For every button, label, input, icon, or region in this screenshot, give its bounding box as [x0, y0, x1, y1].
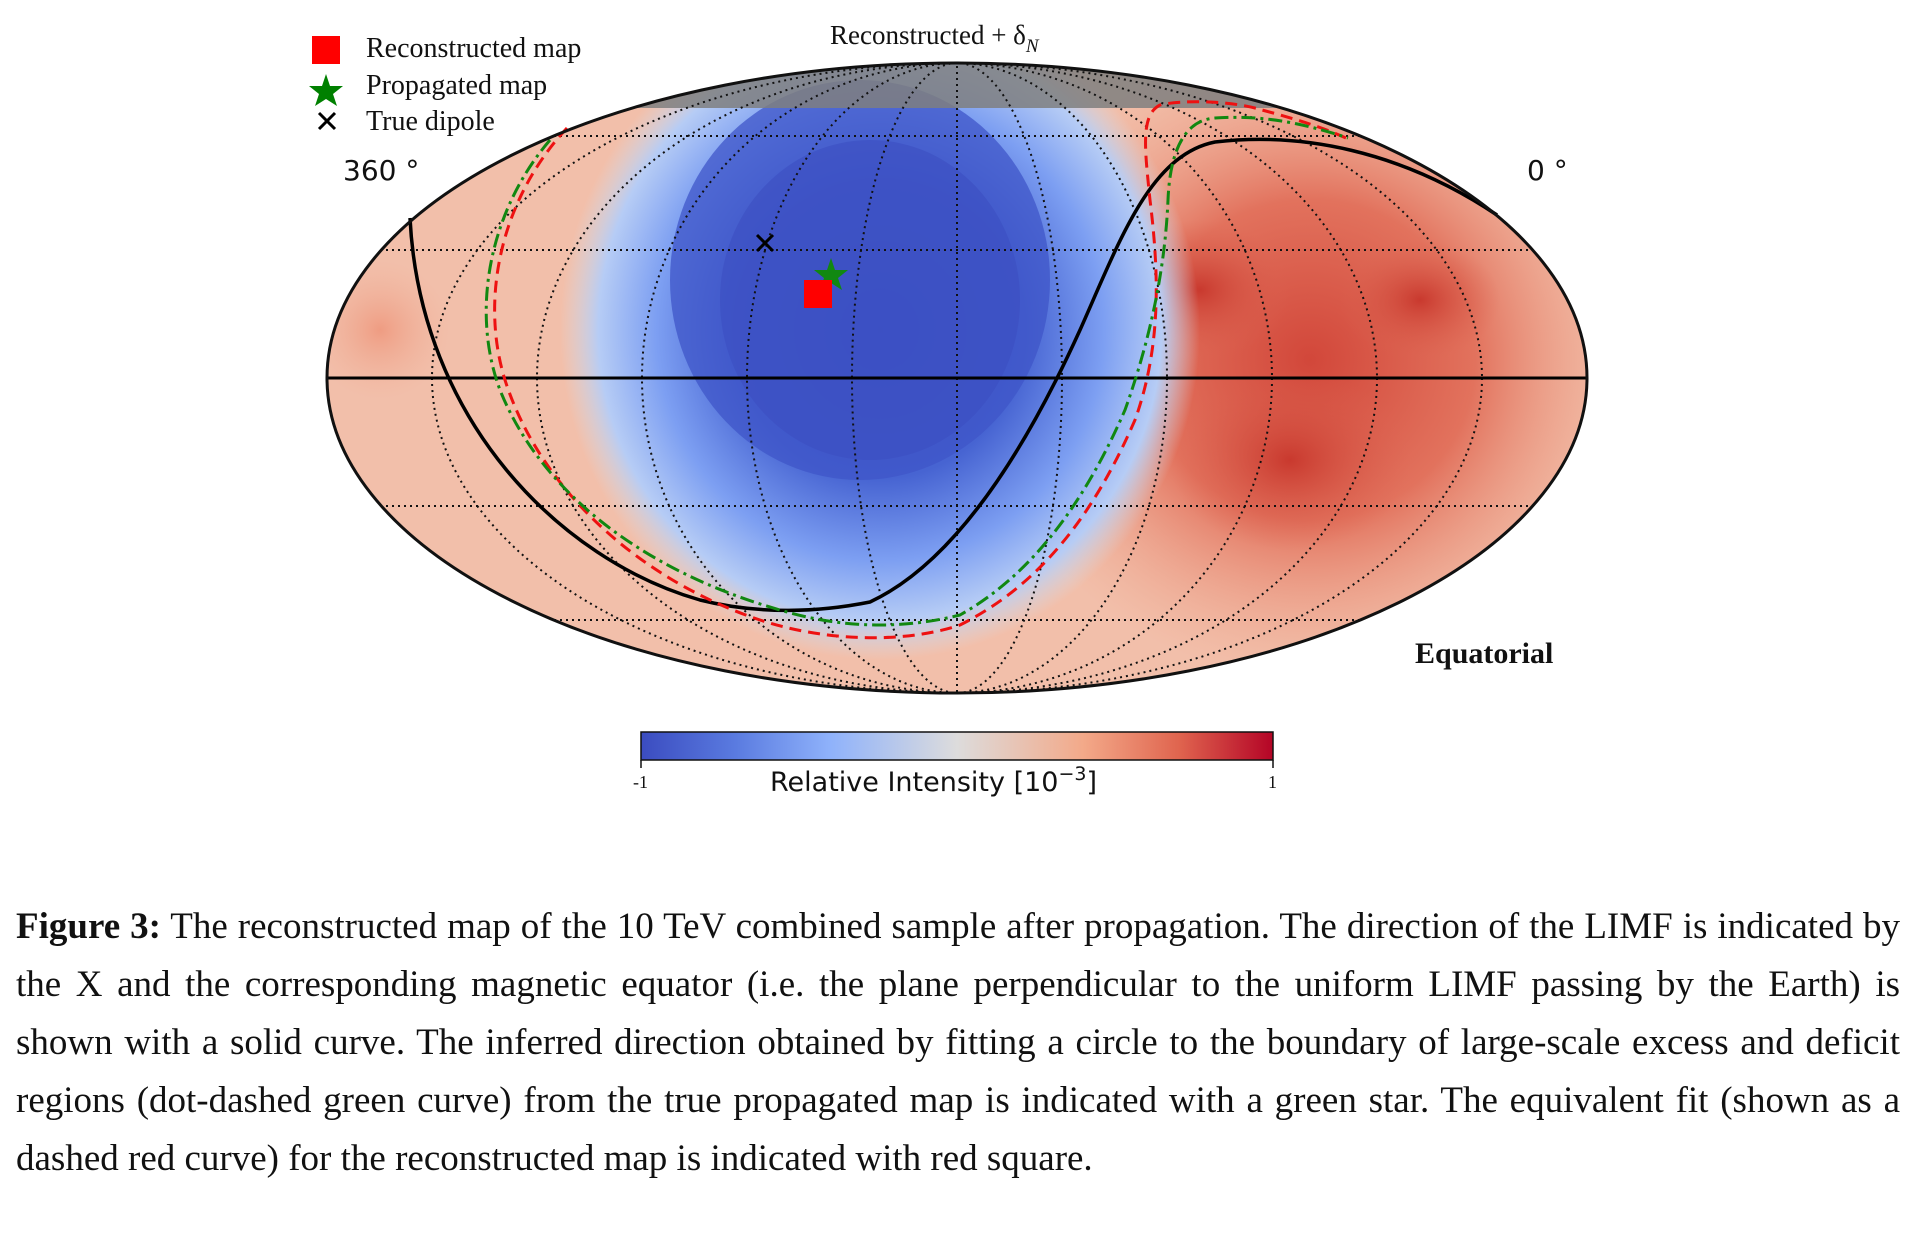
true-dipole-marker	[755, 233, 775, 253]
colorbar-max-label: 1	[1268, 772, 1277, 792]
legend-label-reconstructed: Reconstructed map	[366, 33, 581, 64]
figure-caption: Figure 3: The reconstructed map of the 1…	[16, 898, 1900, 1188]
sky-map-figure: Reconstructed + δN 360 ° 0 ° Equatorial …	[309, 20, 1589, 798]
ra-left-label: 360 °	[343, 154, 419, 187]
caption-text: The reconstructed map of the 10 TeV comb…	[16, 906, 1900, 1179]
propagated-fit-curve	[484, 115, 1349, 627]
intensity-map	[327, 63, 1587, 693]
reconstructed-square-marker	[804, 280, 832, 308]
propagated-star-marker	[814, 258, 848, 290]
legend-label-true-dipole: True dipole	[366, 106, 495, 137]
green-star-icon	[309, 74, 343, 106]
caption-label: Figure 3:	[16, 906, 161, 947]
frame-label: Equatorial	[1415, 637, 1553, 670]
reconstructed-fit-curve	[493, 100, 1351, 640]
black-x-icon	[317, 111, 337, 131]
legend: Reconstructed map Propagated map True di…	[309, 33, 581, 137]
magnetic-equator-curve	[408, 137, 1498, 613]
colorbar: -1 1 Relative Intensity [10−3]	[633, 731, 1277, 798]
colorbar-min-label: -1	[633, 772, 648, 792]
colorbar-label: Relative Intensity [10−3]	[770, 763, 1097, 798]
map-border	[325, 61, 1589, 695]
ra-right-label: 0 °	[1527, 154, 1568, 187]
red-square-icon	[312, 36, 340, 64]
map-title: Reconstructed + δN	[830, 20, 1040, 57]
colorbar-gradient	[640, 731, 1274, 761]
legend-label-propagated: Propagated map	[366, 70, 547, 101]
